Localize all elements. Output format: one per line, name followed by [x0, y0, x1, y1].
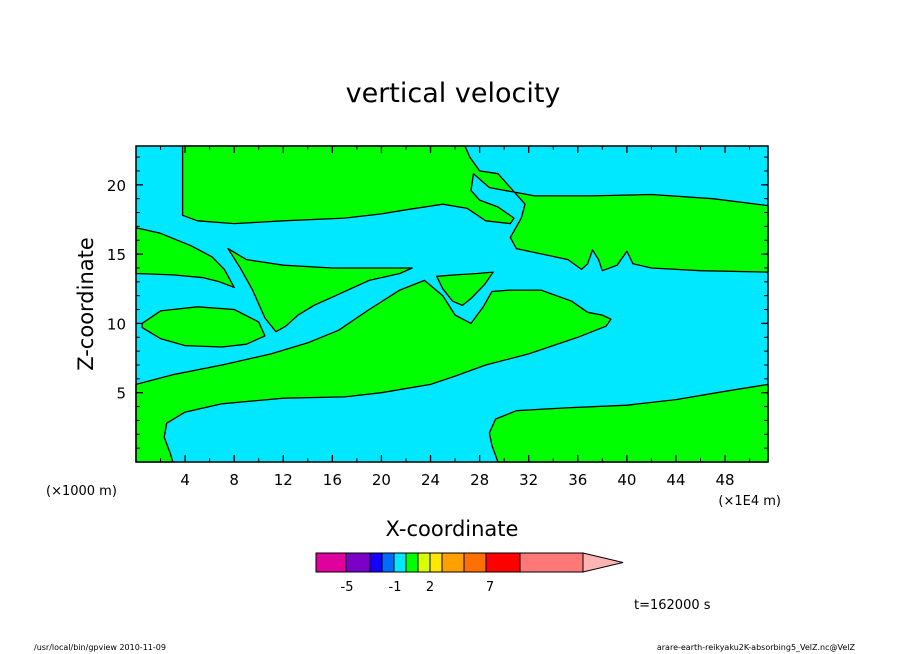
colorbar-swatch: [441, 552, 465, 573]
colorbar-swatch: [393, 552, 407, 573]
contour-region-6: [135, 279, 612, 463]
x-axis-label: X-coordinate: [386, 517, 519, 541]
colorbar: -5 -1 2 7: [315, 552, 624, 595]
x-unit-label: (×1000 m): [46, 484, 117, 499]
x-tick-label: 28: [470, 471, 489, 489]
colorbar-swatch: [345, 552, 371, 573]
x-tick-label: 40: [617, 471, 636, 489]
colorbar-label: -5: [341, 580, 354, 595]
footer-right: arare-earth-reikyaku2K-absorbing5_VelZ.n…: [657, 643, 856, 652]
colorbar-swatch: [405, 552, 419, 573]
x-tick-label: 4: [180, 471, 190, 489]
colorbar-swatch: [369, 552, 383, 573]
x-tick-label: 32: [519, 471, 538, 489]
colorbar-swatch: [519, 552, 584, 573]
time-label: t=162000 s: [634, 598, 711, 613]
x-tick-label: 48: [716, 471, 735, 489]
contour-region-5: [436, 271, 494, 307]
colorbar-label: 2: [426, 580, 434, 595]
x-tick-label: 36: [568, 471, 587, 489]
plot-frame: [135, 145, 769, 463]
footer-left: /usr/local/bin/gpview 2010-11-09: [34, 643, 166, 652]
y-tick-label: 10: [107, 315, 126, 333]
chart-title: vertical velocity: [346, 78, 561, 109]
colorbar-swatch: [463, 552, 487, 573]
colorbar-label: -1: [389, 580, 402, 595]
y-axis-label: Z-coordinate: [74, 237, 98, 371]
contour-region-3: [227, 247, 413, 333]
x-tick-label: 12: [274, 471, 293, 489]
colorbar-swatch: [417, 552, 431, 573]
x-scale-label: (×1E4 m): [718, 494, 781, 509]
colorbar-label: 7: [486, 580, 494, 595]
colorbar-swatch: [429, 552, 443, 573]
y-tick-label: 5: [116, 385, 126, 403]
colorbar-swatch: [381, 552, 395, 573]
colorbar-swatch: [485, 552, 521, 573]
y-tick-label: 15: [107, 246, 126, 264]
x-tick-label: 20: [372, 471, 391, 489]
x-tick-label: 8: [229, 471, 239, 489]
x-tick-label: 16: [323, 471, 342, 489]
plot-area: [135, 145, 769, 463]
y-tick-label: 20: [107, 177, 126, 195]
colorbar-swatch: [315, 552, 347, 573]
x-tick-label: 24: [421, 471, 440, 489]
contour-region-2: [135, 227, 235, 289]
x-tick-label: 44: [666, 471, 685, 489]
contour-region-4: [141, 306, 266, 348]
colorbar-arrow: [582, 552, 624, 573]
